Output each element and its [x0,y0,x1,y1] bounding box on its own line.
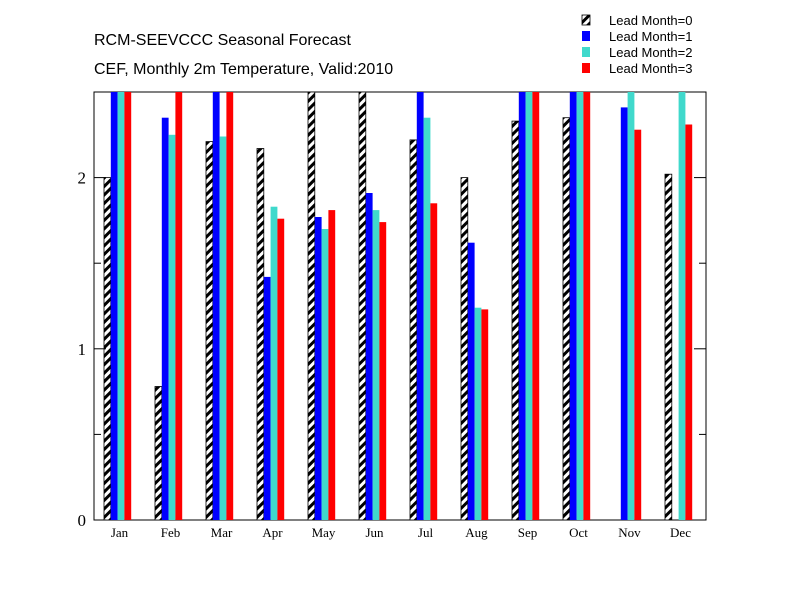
x-tick-label-jan: Jan [111,525,129,540]
bar-aug-lead-0 [460,177,469,520]
bar-mar-lead-3 [226,92,234,520]
legend-label-3: Lead Month=3 [609,61,692,76]
bars [103,92,693,520]
plot-frame [93,91,707,521]
x-tick-label-nov: Nov [618,525,641,540]
bar-jul-lead-2 [423,117,431,520]
legend-swatch-3 [582,63,590,73]
x-tick-label-oct: Oct [569,525,588,540]
bar-sep-lead-1 [518,92,526,520]
bar-jul-lead-0 [409,139,418,520]
bar-sep-lead-0 [511,120,520,520]
legend-label-2: Lead Month=2 [609,45,692,60]
bar-sep-lead-3 [532,92,540,520]
bar-feb-lead-2 [168,134,176,520]
bar-apr-lead-0 [256,148,265,520]
bar-apr-lead-1 [263,276,271,520]
bar-nov-lead-3 [634,129,642,520]
x-tick-label-aug: Aug [465,525,488,540]
legend-label-0: Lead Month=0 [609,13,692,28]
bar-feb-lead-0 [154,386,163,520]
chart-title: RCM-SEEVCCC Seasonal Forecast [94,32,352,49]
bar-feb-lead-1 [161,117,169,520]
bar-apr-lead-2 [270,206,278,520]
bar-jan-lead-3 [124,92,132,520]
bar-mar-lead-2 [219,136,227,520]
bar-jan-lead-2 [117,92,125,520]
bar-may-lead-3 [328,210,336,520]
legend-swatch-2 [582,47,590,57]
chart-subtitle: CEF, Monthly 2m Temperature, Valid:2010 [94,61,393,78]
legend-swatch-0 [581,14,591,26]
bar-nov-lead-2 [627,92,635,520]
x-tick-label-apr: Apr [262,525,283,540]
bar-dec-lead-0 [664,173,673,520]
bar-aug-lead-2 [474,307,482,520]
bar-jul-lead-3 [430,203,438,520]
bar-apr-lead-3 [277,218,285,520]
bar-aug-lead-1 [467,242,475,520]
x-tick-label-may: May [312,525,336,540]
bar-jun-lead-1 [365,193,373,520]
bar-may-lead-0 [307,92,316,520]
bar-mar-lead-0 [205,141,214,520]
bar-jan-lead-1 [110,92,118,520]
x-tick-label-jun: Jun [365,525,384,540]
legend-label-1: Lead Month=1 [609,29,692,44]
bar-jul-lead-1 [416,92,424,520]
bar-may-lead-2 [321,229,329,520]
bar-may-lead-1 [314,217,322,520]
axes: 0 1 2 Jan Feb Mar Apr May Jun Jul Aug Sep Oct Nov Dec [78,91,706,540]
bar-feb-lead-3 [175,92,183,520]
bar-oct-lead-3 [583,92,591,520]
bar-oct-lead-1 [569,92,577,520]
x-tick-label-dec: Dec [670,525,691,540]
bar-jun-lead-3 [379,222,387,520]
bar-sep-lead-2 [525,92,533,520]
bar-aug-lead-3 [481,309,489,520]
y-tick-label: 1 [78,340,87,359]
bar-oct-lead-0 [562,117,571,520]
y-tick-label: 0 [78,511,87,530]
x-tick-label-feb: Feb [161,525,181,540]
x-tick-label-sep: Sep [518,525,538,540]
bar-mar-lead-1 [212,92,220,520]
x-tick-label-jul: Jul [418,525,434,540]
bar-nov-lead-1 [620,107,628,520]
bar-dec-lead-3 [685,124,693,520]
bar-jun-lead-2 [372,210,380,520]
legend-swatch-1 [582,31,590,41]
bar-dec-lead-2 [678,92,686,520]
y-tick-label: 2 [78,169,87,188]
bar-oct-lead-2 [576,92,584,520]
x-tick-label-mar: Mar [211,525,233,540]
bar-jun-lead-0 [358,92,367,520]
